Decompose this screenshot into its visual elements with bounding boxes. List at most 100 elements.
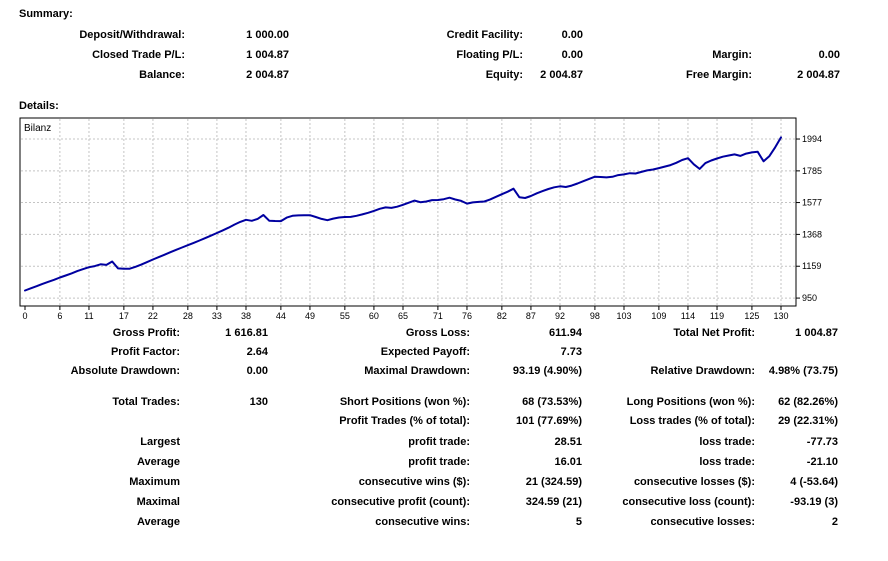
stat-value: 4 (-53.64)	[790, 476, 838, 488]
x-axis-tick-label: 55	[340, 311, 350, 321]
details-stats-group-profit: Gross Profit: 1 616.81 Gross Loss: 611.94 To…	[0, 324, 888, 381]
stat-value: 101 (77.69%)	[515, 415, 582, 427]
stat-value: -21.10	[806, 456, 838, 468]
stat-label: Loss trades (% of total):	[629, 415, 755, 427]
stat-value: 2 004.87	[540, 69, 583, 81]
details-stats-group-trades: Total Trades: 130 Short Positions (won %):…	[0, 393, 888, 431]
stat-label: Maximal	[136, 496, 180, 508]
x-axis-tick-label: 22	[148, 311, 158, 321]
x-axis-tick-label: 82	[497, 311, 507, 321]
stat-value: 2	[831, 516, 838, 528]
stat-value: 1 616.81	[225, 327, 268, 339]
stat-label: Maximum	[129, 476, 180, 488]
stat-label: consecutive wins:	[375, 516, 470, 528]
y-axis-tick-label: 1368	[802, 229, 822, 239]
stat-label: Balance:	[139, 69, 185, 81]
stat-label: Deposit/Withdrawal:	[79, 29, 185, 41]
stat-label: loss trade:	[699, 436, 755, 448]
balance-chart: 0 6 11 17 22 28 33 38 44 49 55 60 65 71 76 82 87 92 98 103 1…	[19, 117, 822, 321]
x-axis-tick-label: 11	[84, 311, 93, 321]
stat-label: consecutive loss (count):	[622, 496, 755, 508]
x-axis-tick-label: 6	[57, 311, 62, 321]
stat-label: Absolute Drawdown:	[70, 365, 180, 377]
stat-value: -77.73	[806, 436, 838, 448]
x-axis-tick-label: 114	[681, 311, 695, 321]
stat-label: Profit Factor:	[110, 346, 180, 358]
stat-row: Maximal consecutive profit (count): 324.59…	[0, 492, 888, 512]
stat-value: 130	[249, 396, 268, 408]
series-legend-label: Bilanz	[24, 123, 51, 134]
stat-label: Closed Trade P/L:	[92, 49, 185, 61]
x-axis-tick-label: 49	[305, 311, 315, 321]
y-axis-tick-label: 1994	[802, 134, 822, 144]
stat-label: profit trade:	[408, 436, 470, 448]
stat-label: consecutive profit (count):	[331, 496, 470, 508]
stat-row: Deposit/Withdrawal: 1 000.00 Credit Facili…	[0, 25, 888, 45]
summary-table: Deposit/Withdrawal: 1 000.00 Credit Facili…	[0, 25, 888, 85]
y-axis-tick-label: 950	[802, 293, 817, 303]
grid-lines	[21, 119, 795, 305]
stat-row: Average profit trade: 16.01 loss trade: -21.…	[0, 452, 888, 472]
stat-value: 611.94	[548, 327, 582, 339]
x-axis-tick-label: 38	[241, 311, 251, 321]
stat-row: Closed Trade P/L: 1 004.87 Floating P/L: 0.…	[0, 45, 888, 65]
stat-label: Expected Payoff:	[380, 346, 470, 358]
stat-row: Absolute Drawdown: 0.00 Maximal Drawdown: 9…	[0, 362, 888, 381]
balance-line	[24, 136, 782, 292]
stat-value: 2 004.87	[246, 69, 289, 81]
stat-row: Largest profit trade: 28.51 loss trade: -77.…	[0, 432, 888, 452]
stat-row: Profit Trades (% of total): 101 (77.69%) L…	[0, 412, 888, 431]
stat-value: 62 (82.26%)	[778, 396, 838, 408]
stat-label: Largest	[140, 436, 180, 448]
stat-label: Average	[136, 456, 180, 468]
stat-label: consecutive wins ($):	[358, 476, 470, 488]
stat-value: 21 (324.59)	[525, 476, 582, 488]
stat-label: Gross Loss:	[405, 327, 470, 339]
stat-value: 0.00	[561, 49, 583, 61]
stat-label: loss trade:	[699, 456, 755, 468]
x-axis-tick-label: 28	[183, 311, 193, 321]
x-axis-tick-label: 17	[119, 311, 129, 321]
stat-label: Average	[136, 516, 180, 528]
stat-label: Total Net Profit:	[673, 327, 755, 339]
stat-label: Equity:	[485, 69, 523, 81]
y-axis-tick-label: 1577	[802, 198, 822, 208]
stat-value: 1 004.87	[795, 327, 838, 339]
stat-value: 2 004.87	[797, 69, 840, 81]
stat-value: 0.00	[818, 49, 840, 61]
stat-row: Total Trades: 130 Short Positions (won %):…	[0, 393, 888, 412]
x-axis-tick-label: 98	[590, 311, 600, 321]
stat-row: Balance: 2 004.87 Equity: 2 004.87 Free Marg…	[0, 65, 888, 85]
stat-row: Profit Factor: 2.64 Expected Payoff: 7.73	[0, 343, 888, 362]
x-axis-tick-label: 103	[616, 311, 631, 321]
stat-value: 68 (73.53%)	[522, 396, 582, 408]
plot-border	[19, 117, 797, 307]
stat-label: Short Positions (won %):	[339, 396, 470, 408]
stat-value: 1 000.00	[246, 29, 289, 41]
stat-value: 29 (22.31%)	[778, 415, 838, 427]
x-axis-tick-label: 130	[773, 311, 788, 321]
stat-row: Average consecutive wins: 5 consecutive los…	[0, 512, 888, 532]
plot-area	[20, 118, 796, 306]
x-axis-tick-label: 87	[526, 311, 536, 321]
x-axis-tick-label: 60	[369, 311, 379, 321]
axis-labels: 0 6 11 17 22 28 33 38 44 49 55 60 65 71 76 82 87 92 98 103 1…	[22, 134, 822, 321]
stat-value: 324.59 (21)	[525, 496, 582, 508]
stat-label: consecutive losses:	[650, 516, 755, 528]
stat-label: Margin:	[712, 49, 752, 61]
x-axis-tick-label: 0	[22, 311, 27, 321]
stat-label: Total Trades:	[112, 396, 180, 408]
x-axis-tick-label: 65	[398, 311, 408, 321]
stat-label: Long Positions (won %):	[626, 396, 755, 408]
stat-value: 0.00	[246, 365, 268, 377]
x-axis-tick-label: 44	[276, 311, 286, 321]
stat-label: Gross Profit:	[112, 327, 180, 339]
x-axis-tick-label: 33	[212, 311, 222, 321]
stat-label: profit trade:	[408, 456, 470, 468]
stat-value: 4.98% (73.75)	[768, 365, 838, 377]
x-axis-tick-label: 71	[433, 311, 443, 321]
x-axis-tick-label: 92	[555, 311, 565, 321]
stat-label: Free Margin:	[685, 69, 752, 81]
details-heading: Details:	[19, 100, 59, 112]
stat-label: consecutive losses ($):	[633, 476, 755, 488]
